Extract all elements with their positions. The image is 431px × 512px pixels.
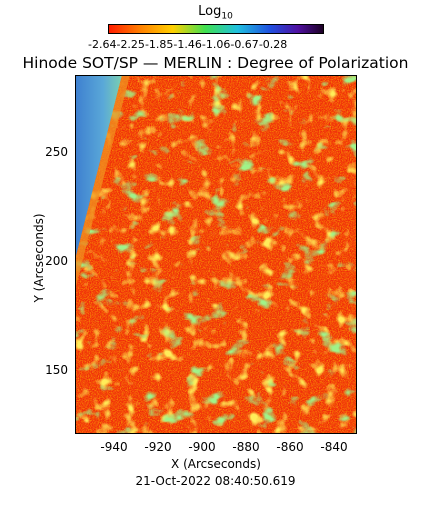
colorbar-tick-labels: -2.64-2.25-1.85-1.46-1.06-0.67-0.28 (88, 38, 346, 51)
y-tick-label: 200 (45, 254, 68, 268)
colorbar-tick-label: -1.06 (201, 38, 231, 51)
colorbar-title-subscript: 10 (221, 11, 233, 22)
observation-timestamp: 21-Oct-2022 08:40:50.619 (135, 474, 296, 488)
colorbar (108, 24, 324, 34)
x-tick-label: -920 (144, 440, 172, 454)
y-tick-label: 150 (45, 363, 68, 377)
colorbar-tick-label: -2.64 (88, 38, 117, 51)
x-tick-label: -940 (100, 440, 128, 454)
colorbar-title-text: Log (198, 4, 222, 19)
x-tick-label: -840 (320, 440, 348, 454)
plot-title: Hinode SOT/SP — MERLIN : Degree of Polar… (22, 54, 409, 72)
colorbar-gradient (108, 24, 324, 34)
map-green-patches (75, 75, 357, 434)
x-tick-label: -860 (276, 440, 304, 454)
x-tick-label: -880 (232, 440, 260, 454)
colorbar-tick-label: -0.67 (230, 38, 259, 51)
polarization-map (75, 75, 357, 434)
colorbar-title: Log10 (0, 4, 431, 22)
y-tick-label: 250 (45, 145, 68, 159)
y-axis-label: Y (Arcseconds) (32, 213, 46, 303)
colorbar-frame (108, 24, 324, 34)
limb-edge (75, 75, 130, 290)
colorbar-tick-label: -0.28 (258, 38, 288, 51)
colorbar-tick-label: -1.46 (173, 38, 202, 51)
x-axis-label: X (Arcseconds) (171, 457, 261, 471)
colorbar-tick-label: -2.25 (116, 38, 145, 51)
colorbar-tick-label: -1.85 (144, 38, 174, 51)
x-tick-label: -900 (188, 440, 216, 454)
